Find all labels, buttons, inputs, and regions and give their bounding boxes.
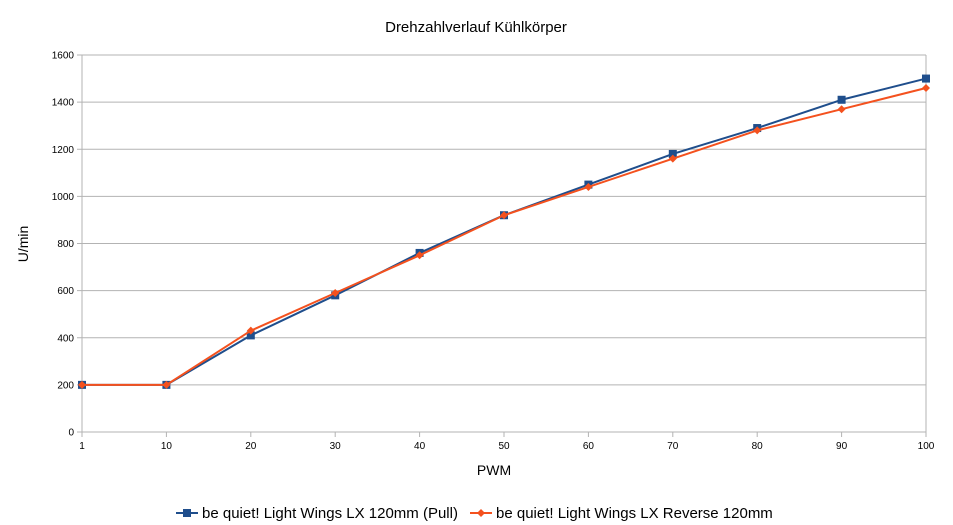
legend-swatch-marker <box>183 509 191 517</box>
series-2-point <box>246 326 255 335</box>
series-2-point <box>500 211 508 220</box>
y-tick-label: 1000 <box>52 192 75 203</box>
series-group <box>78 74 930 389</box>
series-2-point <box>331 288 340 297</box>
y-tick-label: 200 <box>57 380 74 391</box>
series-2-point <box>837 105 846 114</box>
legend-label: be quiet! Light Wings LX 120mm (Pull) <box>202 505 458 522</box>
x-tick-label: 100 <box>918 441 935 452</box>
chart-title: Drehzahlverlauf Kühlkörper <box>385 19 567 36</box>
y-axis-label: U/min <box>15 226 31 263</box>
x-tick-label: 30 <box>330 441 342 452</box>
y-tick-label: 0 <box>68 428 74 439</box>
x-tick-label: 20 <box>245 441 257 452</box>
series-2-point <box>78 380 86 389</box>
x-tick-label: 1 <box>79 441 85 452</box>
y-tick-label: 400 <box>57 333 74 344</box>
x-tick-label: 10 <box>161 441 173 452</box>
legend-swatch-marker <box>477 509 485 517</box>
x-tick-label: 80 <box>752 441 764 452</box>
series-1-point <box>837 95 846 104</box>
series-2-point <box>584 182 593 191</box>
y-axis-ticks: 0 200 400 600 800 1000 1200 1400 1600 <box>52 51 82 439</box>
series-1-point <box>668 149 677 158</box>
x-tick-label: 40 <box>414 441 426 452</box>
legend: be quiet! Light Wings LX 120mm (Pull) be … <box>176 505 773 522</box>
series-2-point <box>668 154 677 163</box>
x-tick-label: 50 <box>498 441 510 452</box>
x-tick-label: 90 <box>836 441 848 452</box>
gridlines <box>82 54 926 433</box>
x-axis-ticks: 1 10 20 30 40 50 60 70 80 90 100 <box>79 432 935 452</box>
y-tick-label: 1400 <box>52 98 75 109</box>
legend-label: be quiet! Light Wings LX Reverse 120mm <box>496 505 773 522</box>
y-tick-label: 1600 <box>52 51 75 62</box>
series-2-point <box>415 251 424 260</box>
series-2-line <box>82 87 927 386</box>
x-axis-label: PWM <box>477 462 511 478</box>
legend-item-1: be quiet! Light Wings LX 120mm (Pull) <box>176 505 458 522</box>
series-1-point <box>246 331 255 340</box>
series-1 <box>78 74 930 389</box>
legend-item-2: be quiet! Light Wings LX Reverse 120mm <box>470 505 773 522</box>
x-tick-label: 60 <box>583 441 595 452</box>
y-tick-label: 800 <box>57 239 74 250</box>
series-1-line <box>82 77 927 386</box>
series-2 <box>78 83 930 389</box>
series-1-point <box>922 74 930 83</box>
y-tick-label: 1200 <box>52 145 75 156</box>
series-2-point <box>162 380 171 389</box>
series-2-point <box>922 83 930 92</box>
x-tick-label: 70 <box>667 441 679 452</box>
y-tick-label: 600 <box>57 286 74 297</box>
series-2-point <box>753 126 762 135</box>
